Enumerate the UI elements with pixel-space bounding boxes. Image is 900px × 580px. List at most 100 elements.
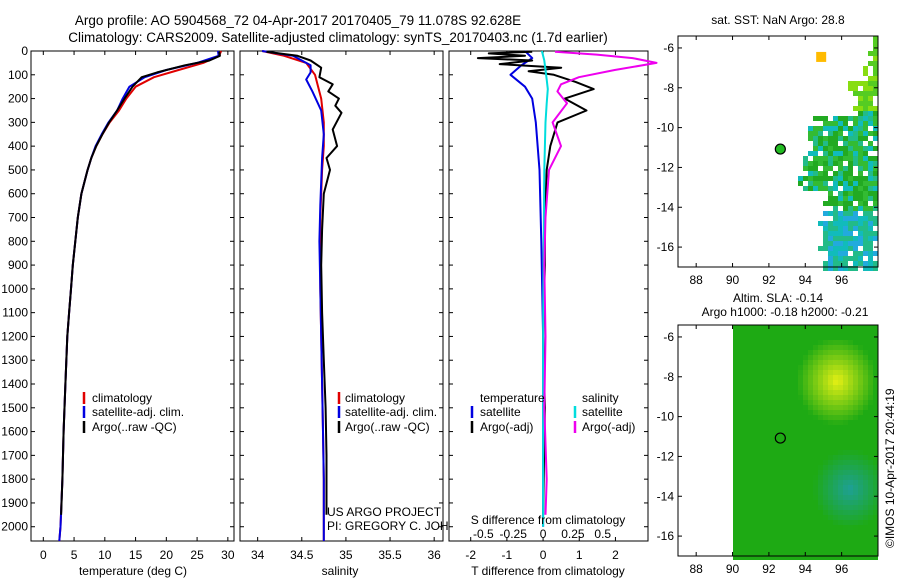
sla-cell xyxy=(828,335,833,340)
sla-cell xyxy=(758,520,763,525)
sst-cell xyxy=(858,186,863,191)
sla-cell xyxy=(813,440,818,445)
sla-cell xyxy=(828,460,833,465)
sla-cell xyxy=(848,335,853,340)
sla-cell xyxy=(773,485,778,490)
sst-cell xyxy=(853,251,858,256)
sla-cell xyxy=(823,390,828,395)
sla-field xyxy=(733,325,878,560)
sst-cell xyxy=(858,101,863,106)
sla-cell xyxy=(793,520,798,525)
sla-cell xyxy=(873,540,878,545)
sla-cell xyxy=(773,470,778,475)
sla-cell xyxy=(783,380,788,385)
sla-cell xyxy=(753,435,758,440)
sla-cell xyxy=(843,330,848,335)
sla-cell xyxy=(788,450,793,455)
sla-map-panel: Altim. SLA: -0.14 Argo h1000: -0.18 h200… xyxy=(657,291,879,576)
sla-cell xyxy=(818,545,823,550)
sla-cell xyxy=(773,535,778,540)
sla-cell xyxy=(808,525,813,530)
sst-cell xyxy=(853,196,858,201)
sla-cell xyxy=(853,430,858,435)
sst-cell xyxy=(803,156,808,161)
sla-cell xyxy=(813,470,818,475)
sla-cell xyxy=(733,325,738,330)
sla-cell xyxy=(743,355,748,360)
sla-cell xyxy=(743,430,748,435)
sla-cell xyxy=(748,350,753,355)
sla-cell xyxy=(833,505,838,510)
sla-cell xyxy=(803,435,808,440)
sst-cell xyxy=(823,226,828,231)
sla-cell xyxy=(863,430,868,435)
sst-cell xyxy=(818,161,823,166)
sst-cell xyxy=(823,246,828,251)
sla-cell xyxy=(788,400,793,405)
sla-cell xyxy=(808,430,813,435)
sst-cell xyxy=(873,106,878,111)
t-difference-x-label: T difference from climatology xyxy=(471,564,625,578)
sla-cell xyxy=(753,380,758,385)
sla-cell xyxy=(763,330,768,335)
sla-cell xyxy=(823,345,828,350)
sla-cell xyxy=(748,370,753,375)
sla-cell xyxy=(868,350,873,355)
sla-cell xyxy=(788,335,793,340)
sst-cell xyxy=(868,51,873,56)
sla-cell xyxy=(833,415,838,420)
sla-cell xyxy=(843,440,848,445)
sst-cell xyxy=(848,191,853,196)
sla-cell xyxy=(803,330,808,335)
sla-cell xyxy=(753,555,758,560)
sla-cell xyxy=(858,500,863,505)
sst-cell xyxy=(843,241,848,246)
sla-cell xyxy=(748,490,753,495)
sla-cell xyxy=(773,445,778,450)
sla-cell xyxy=(743,455,748,460)
sla-cell xyxy=(743,495,748,500)
sla-cell xyxy=(733,350,738,355)
sla-cell xyxy=(783,385,788,390)
sla-cell xyxy=(788,385,793,390)
sla-cell xyxy=(798,335,803,340)
sla-cell xyxy=(793,385,798,390)
sla-cell xyxy=(838,340,843,345)
depth-tick-label: 100 xyxy=(8,68,28,82)
sla-cell xyxy=(788,480,793,485)
sla-cell xyxy=(768,365,773,370)
sla-cell xyxy=(853,500,858,505)
sst-cell xyxy=(838,266,843,271)
sla-cell xyxy=(743,450,748,455)
sla-cell xyxy=(788,360,793,365)
sla-cell xyxy=(793,500,798,505)
sla-cell xyxy=(823,545,828,550)
sla-cell xyxy=(833,420,838,425)
sla-cell xyxy=(813,495,818,500)
sla-cell xyxy=(778,425,783,430)
sst-cell xyxy=(868,86,873,91)
sla-cell xyxy=(738,480,743,485)
sla-cell xyxy=(773,395,778,400)
sla-cell xyxy=(758,470,763,475)
sla-cell xyxy=(838,325,843,330)
sla-cell xyxy=(828,340,833,345)
sla-cell xyxy=(783,325,788,330)
sla-cell xyxy=(808,345,813,350)
sla-cell xyxy=(838,430,843,435)
sla-cell xyxy=(763,500,768,505)
sla-cell xyxy=(768,440,773,445)
sla-cell xyxy=(823,515,828,520)
sla-cell xyxy=(843,525,848,530)
salinity-profiles xyxy=(261,50,343,541)
lat-tick-label: -14 xyxy=(657,200,675,214)
sla-cell xyxy=(788,470,793,475)
sla-cell xyxy=(788,475,793,480)
sst-cell xyxy=(843,141,848,146)
salinity-plot-frame xyxy=(239,50,444,542)
sst-cell xyxy=(868,111,873,116)
sla-cell xyxy=(818,515,823,520)
sst-cell xyxy=(833,251,838,256)
sla-cell xyxy=(773,390,778,395)
sla-cell xyxy=(833,550,838,555)
